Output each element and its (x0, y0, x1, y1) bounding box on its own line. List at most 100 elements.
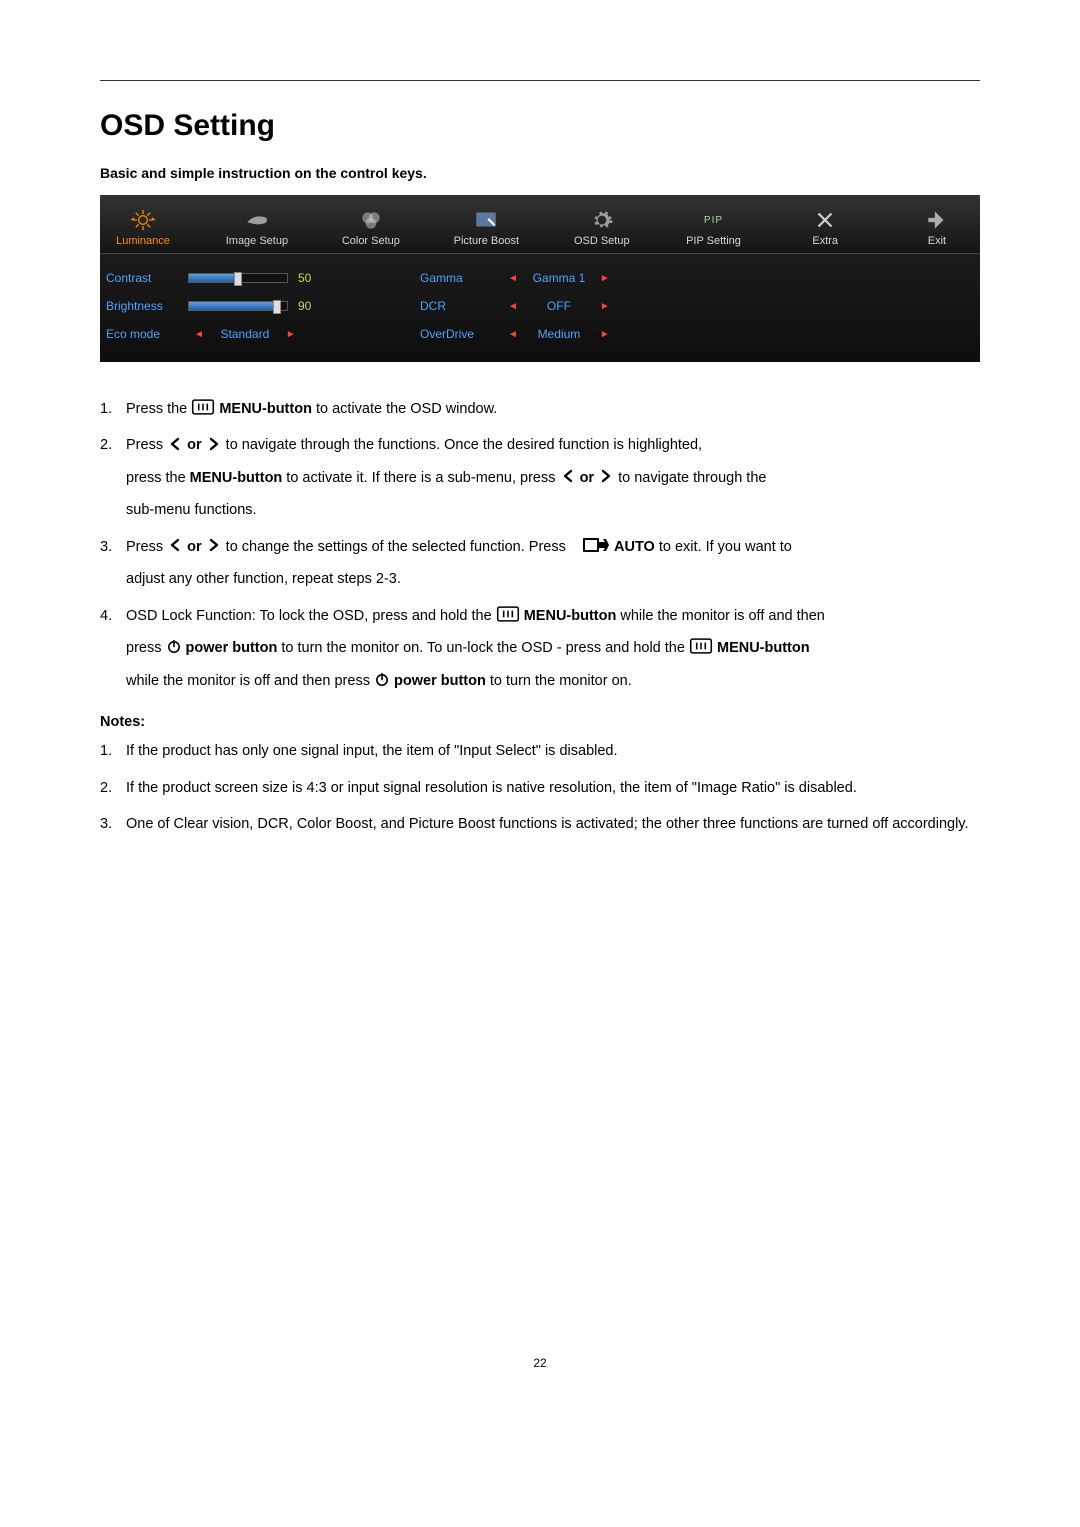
top-rule (100, 80, 980, 81)
osd-left-row: Brightness 90 (106, 292, 386, 320)
right-arrow-icon[interactable]: ► (280, 329, 302, 340)
osd-right-row: DCR ◄ OFF ► (420, 292, 974, 320)
osd-tab-picture-boost[interactable]: Picture Boost (446, 201, 527, 253)
note-item: 3.One of Clear vision, DCR, Color Boost,… (100, 813, 980, 835)
instruction-line: Press or to navigate through the functio… (126, 434, 980, 456)
instruction-line: Press the MENU-button to activate the OS… (126, 398, 980, 420)
osd-tab-color-setup[interactable]: Color Setup (334, 201, 408, 253)
osd-left-row: Contrast 50 (106, 264, 386, 292)
osd-right-row: Gamma ◄ Gamma 1 ► (420, 264, 974, 292)
osd-tab-pip-setting[interactable]: PIP PIP Setting (676, 201, 750, 253)
osd-body: Contrast50Brightness90Eco mode◄Standard►… (100, 254, 980, 352)
page-title: OSD Setting (100, 109, 980, 143)
greater-than-icon (206, 537, 222, 553)
osd-tab-exit[interactable]: Exit (900, 201, 974, 253)
left-arrow-icon[interactable]: ◄ (502, 329, 524, 340)
option-value: Gamma 1 (530, 271, 588, 285)
tab-label: Picture Boost (454, 235, 519, 247)
less-than-icon (167, 537, 183, 553)
page: OSD Setting Basic and simple instruction… (0, 0, 1080, 1410)
list-number: 2. (100, 434, 126, 521)
left-arrow-icon[interactable]: ◄ (502, 301, 524, 312)
power-icon (166, 638, 182, 654)
slider[interactable] (188, 301, 288, 311)
bold-text: or (187, 539, 202, 555)
tab-icon (924, 207, 950, 233)
osd-left-column: Contrast50Brightness90Eco mode◄Standard► (106, 264, 386, 348)
list-body: Press the MENU-button to activate the OS… (126, 398, 980, 420)
list-number: 2. (100, 777, 126, 799)
tab-label: Image Setup (226, 235, 288, 247)
tab-label: Color Setup (342, 235, 400, 247)
left-arrow-icon[interactable]: ◄ (188, 329, 210, 340)
instruction-line: sub-menu functions. (126, 499, 980, 521)
note-text: If the product has only one signal input… (126, 740, 980, 762)
instruction-line: while the monitor is off and then press … (126, 670, 980, 692)
bold-text: power button (186, 640, 278, 656)
subtitle: Basic and simple instruction on the cont… (100, 165, 980, 181)
page-number: 22 (100, 1356, 980, 1370)
tab-icon (473, 207, 499, 233)
tab-label: Extra (812, 235, 838, 247)
slider[interactable] (188, 273, 288, 283)
right-arrow-icon[interactable]: ► (594, 273, 616, 284)
tab-icon (812, 207, 838, 233)
option-value: Medium (530, 327, 588, 341)
osd-panel: Luminance Image Setup Color Setup Picture B… (100, 195, 980, 362)
less-than-icon (167, 436, 183, 452)
bold-text: MENU-button (524, 608, 617, 624)
instruction-item: 4.OSD Lock Function: To lock the OSD, pr… (100, 605, 980, 692)
osd-tab-osd-setup[interactable]: OSD Setup (565, 201, 639, 253)
note-text: One of Clear vision, DCR, Color Boost, a… (126, 813, 980, 835)
instruction-item: 3.Press or to change the settings of the… (100, 536, 980, 591)
osd-setting-label: OverDrive (420, 327, 496, 341)
tab-label: Exit (928, 235, 946, 247)
tab-icon (358, 207, 384, 233)
instruction-line: Press or to change the settings of the s… (126, 536, 980, 558)
greater-than-icon (598, 468, 614, 484)
osd-tabs: Luminance Image Setup Color Setup Picture B… (100, 195, 980, 254)
osd-setting-label: Brightness (106, 299, 182, 313)
less-than-icon (560, 468, 576, 484)
osd-right-row: OverDrive ◄ Medium ► (420, 320, 974, 348)
note-text: If the product screen size is 4:3 or inp… (126, 777, 980, 799)
right-arrow-icon[interactable]: ► (594, 329, 616, 340)
osd-right-column: Gamma ◄ Gamma 1 ► DCR ◄ OFF ► OverDrive ◄ Medium ► (390, 264, 974, 348)
osd-setting-label: Gamma (420, 271, 496, 285)
bold-text: AUTO (614, 539, 655, 555)
list-body: Press or to change the settings of the s… (126, 536, 980, 591)
bold-text: or (187, 437, 202, 453)
tab-icon (130, 207, 156, 233)
greater-than-icon (206, 436, 222, 452)
menu-icon (496, 604, 520, 624)
notes-list: 1.If the product has only one signal inp… (100, 740, 980, 835)
list-number: 3. (100, 813, 126, 835)
instruction-line: OSD Lock Function: To lock the OSD, pres… (126, 605, 980, 627)
tab-label: PIP Setting (686, 235, 741, 247)
notes-heading: Notes: (100, 714, 980, 730)
right-arrow-icon[interactable]: ► (594, 301, 616, 312)
osd-setting-label: Eco mode (106, 327, 182, 341)
list-number: 1. (100, 740, 126, 762)
instruction-item: 2.Press or to navigate through the funct… (100, 434, 980, 521)
power-icon (374, 671, 390, 687)
osd-tab-luminance[interactable]: Luminance (106, 201, 180, 253)
slider-value: 50 (294, 271, 318, 285)
osd-tab-extra[interactable]: Extra (788, 201, 862, 253)
tab-icon (589, 207, 615, 233)
tab-icon (244, 207, 270, 233)
left-arrow-icon[interactable]: ◄ (502, 273, 524, 284)
instruction-line: press power button to turn the monitor o… (126, 637, 980, 659)
instructions-list: 1.Press the MENU-button to activate the … (100, 398, 980, 692)
osd-setting-label: Contrast (106, 271, 182, 285)
slider-value: 90 (294, 299, 318, 313)
bold-text: MENU-button (190, 470, 283, 486)
osd-left-row: Eco mode◄Standard► (106, 320, 386, 348)
instruction-item: 1.Press the MENU-button to activate the … (100, 398, 980, 420)
tab-icon: PIP (700, 207, 726, 233)
osd-tab-image-setup[interactable]: Image Setup (218, 201, 296, 253)
bold-text: or (580, 470, 595, 486)
note-item: 2.If the product screen size is 4:3 or i… (100, 777, 980, 799)
osd-setting-label: DCR (420, 299, 496, 313)
option-value: OFF (530, 299, 588, 313)
